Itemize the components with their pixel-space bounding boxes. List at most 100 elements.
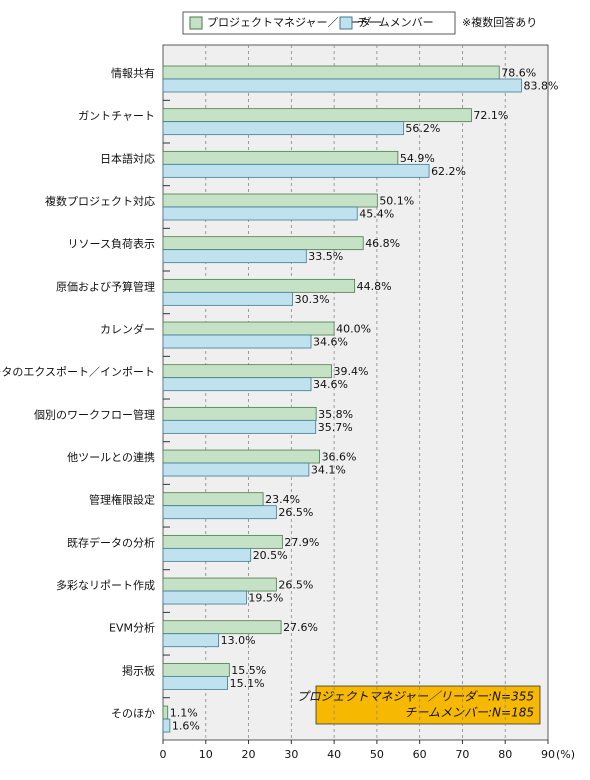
bar: [162, 163, 430, 178]
bar: [162, 705, 169, 720]
bar: [162, 675, 228, 690]
value-label: 27.9%: [284, 536, 319, 549]
x-tick-label: 10: [199, 748, 213, 761]
note: ※複数回答あり: [462, 15, 537, 29]
category-label: カレンダー: [100, 322, 155, 336]
legend-swatch: [189, 16, 203, 30]
bar: [162, 291, 294, 306]
bar: [162, 449, 320, 464]
value-label: 30.3%: [295, 293, 330, 306]
bar: [162, 206, 358, 221]
bar: [162, 492, 264, 507]
legend-label: チームメンバー: [357, 16, 434, 29]
value-label: 1.1%: [170, 707, 198, 720]
bar: [162, 419, 317, 434]
bar: [162, 620, 282, 635]
x-axis-label: (%): [556, 748, 575, 761]
bar: [162, 633, 220, 648]
category-label: 他ツールとの連携: [67, 450, 155, 464]
bar: [162, 121, 404, 136]
value-label: 20.5%: [253, 549, 288, 562]
x-tick-label: 90: [541, 748, 555, 761]
bar: [162, 150, 399, 165]
value-label: 15.1%: [230, 677, 265, 690]
bar: [162, 249, 307, 264]
category-label: 日本語対応: [100, 151, 155, 165]
value-label: 45.4%: [359, 208, 394, 221]
x-tick-label: 80: [498, 748, 512, 761]
legend-swatch: [339, 16, 353, 30]
category-label: 個別のワークフロー管理: [34, 407, 155, 421]
bar: [162, 547, 252, 562]
legend-box: [182, 11, 456, 35]
value-label: 62.2%: [431, 165, 466, 178]
category-label: リソース負荷表示: [68, 237, 155, 251]
category-label: そのほか: [111, 707, 155, 720]
value-label: 27.6%: [283, 621, 318, 634]
category-label: 管理権限設定: [89, 493, 155, 507]
bar: [162, 662, 230, 677]
bar: [162, 278, 356, 293]
category-label: データのエクスポート／インポート: [0, 365, 155, 379]
category-label: 多彩なリポート作成: [56, 578, 155, 592]
value-label: 46.8%: [365, 237, 400, 250]
value-label: 34.6%: [313, 336, 348, 349]
value-label: 33.5%: [308, 250, 343, 263]
value-label: 19.5%: [248, 592, 283, 605]
bar: [162, 505, 277, 520]
bar: [162, 108, 472, 123]
category-label: 既存データの分析: [67, 535, 155, 549]
category-label: ガントチャート: [78, 110, 155, 123]
value-label: 1.6%: [172, 720, 200, 733]
annotation: チームメンバー:N=185: [404, 706, 534, 720]
bar: [162, 236, 364, 251]
bar: [162, 364, 332, 379]
bar: [162, 577, 277, 592]
value-label: 34.6%: [313, 378, 348, 391]
bar: [162, 321, 335, 336]
value-label: 44.8%: [357, 280, 392, 293]
value-label: 56.2%: [405, 122, 440, 135]
bar: [162, 534, 283, 549]
value-label: 72.1%: [473, 109, 508, 122]
x-tick-label: 60: [413, 748, 427, 761]
bar: [162, 193, 378, 208]
value-label: 13.0%: [221, 634, 256, 647]
bar: [162, 406, 317, 421]
value-label: 26.5%: [278, 506, 313, 519]
value-label: 15.5%: [231, 664, 266, 677]
category-label: EVM分析: [109, 621, 155, 635]
bar: [162, 590, 247, 605]
value-label: 35.7%: [318, 421, 353, 434]
x-tick-label: 50: [370, 748, 384, 761]
value-label: 54.9%: [400, 152, 435, 165]
category-label: 掲示板: [122, 663, 155, 677]
value-label: 78.6%: [501, 67, 536, 80]
value-label: 34.1%: [311, 464, 346, 477]
bar: [162, 334, 312, 349]
value-label: 26.5%: [278, 579, 313, 592]
legend-label: プロジェクトマネジャー／リーダー: [207, 15, 382, 29]
annotation: プロジェクトマネジャー／リーダー:N=355: [297, 690, 534, 704]
value-label: 23.4%: [265, 493, 300, 506]
bar: [162, 78, 522, 93]
annotation-box: [315, 685, 541, 725]
value-label: 40.0%: [336, 323, 371, 336]
x-tick-label: 20: [242, 748, 256, 761]
category-label: 情報共有: [111, 66, 155, 80]
x-tick-label: 0: [160, 748, 167, 761]
bar: [162, 377, 312, 392]
value-label: 39.4%: [334, 365, 369, 378]
x-tick-label: 70: [455, 748, 469, 761]
value-label: 35.8%: [318, 408, 353, 421]
x-tick-label: 30: [284, 748, 298, 761]
category-label: 複数プロジェクト対応: [45, 194, 155, 208]
value-label: 83.8%: [523, 80, 558, 93]
value-label: 36.6%: [322, 451, 357, 464]
value-label: 50.1%: [379, 195, 414, 208]
x-tick-label: 40: [327, 748, 341, 761]
category-label: 原価および予算管理: [56, 279, 155, 293]
bar: [162, 462, 310, 477]
bar: [162, 65, 500, 80]
